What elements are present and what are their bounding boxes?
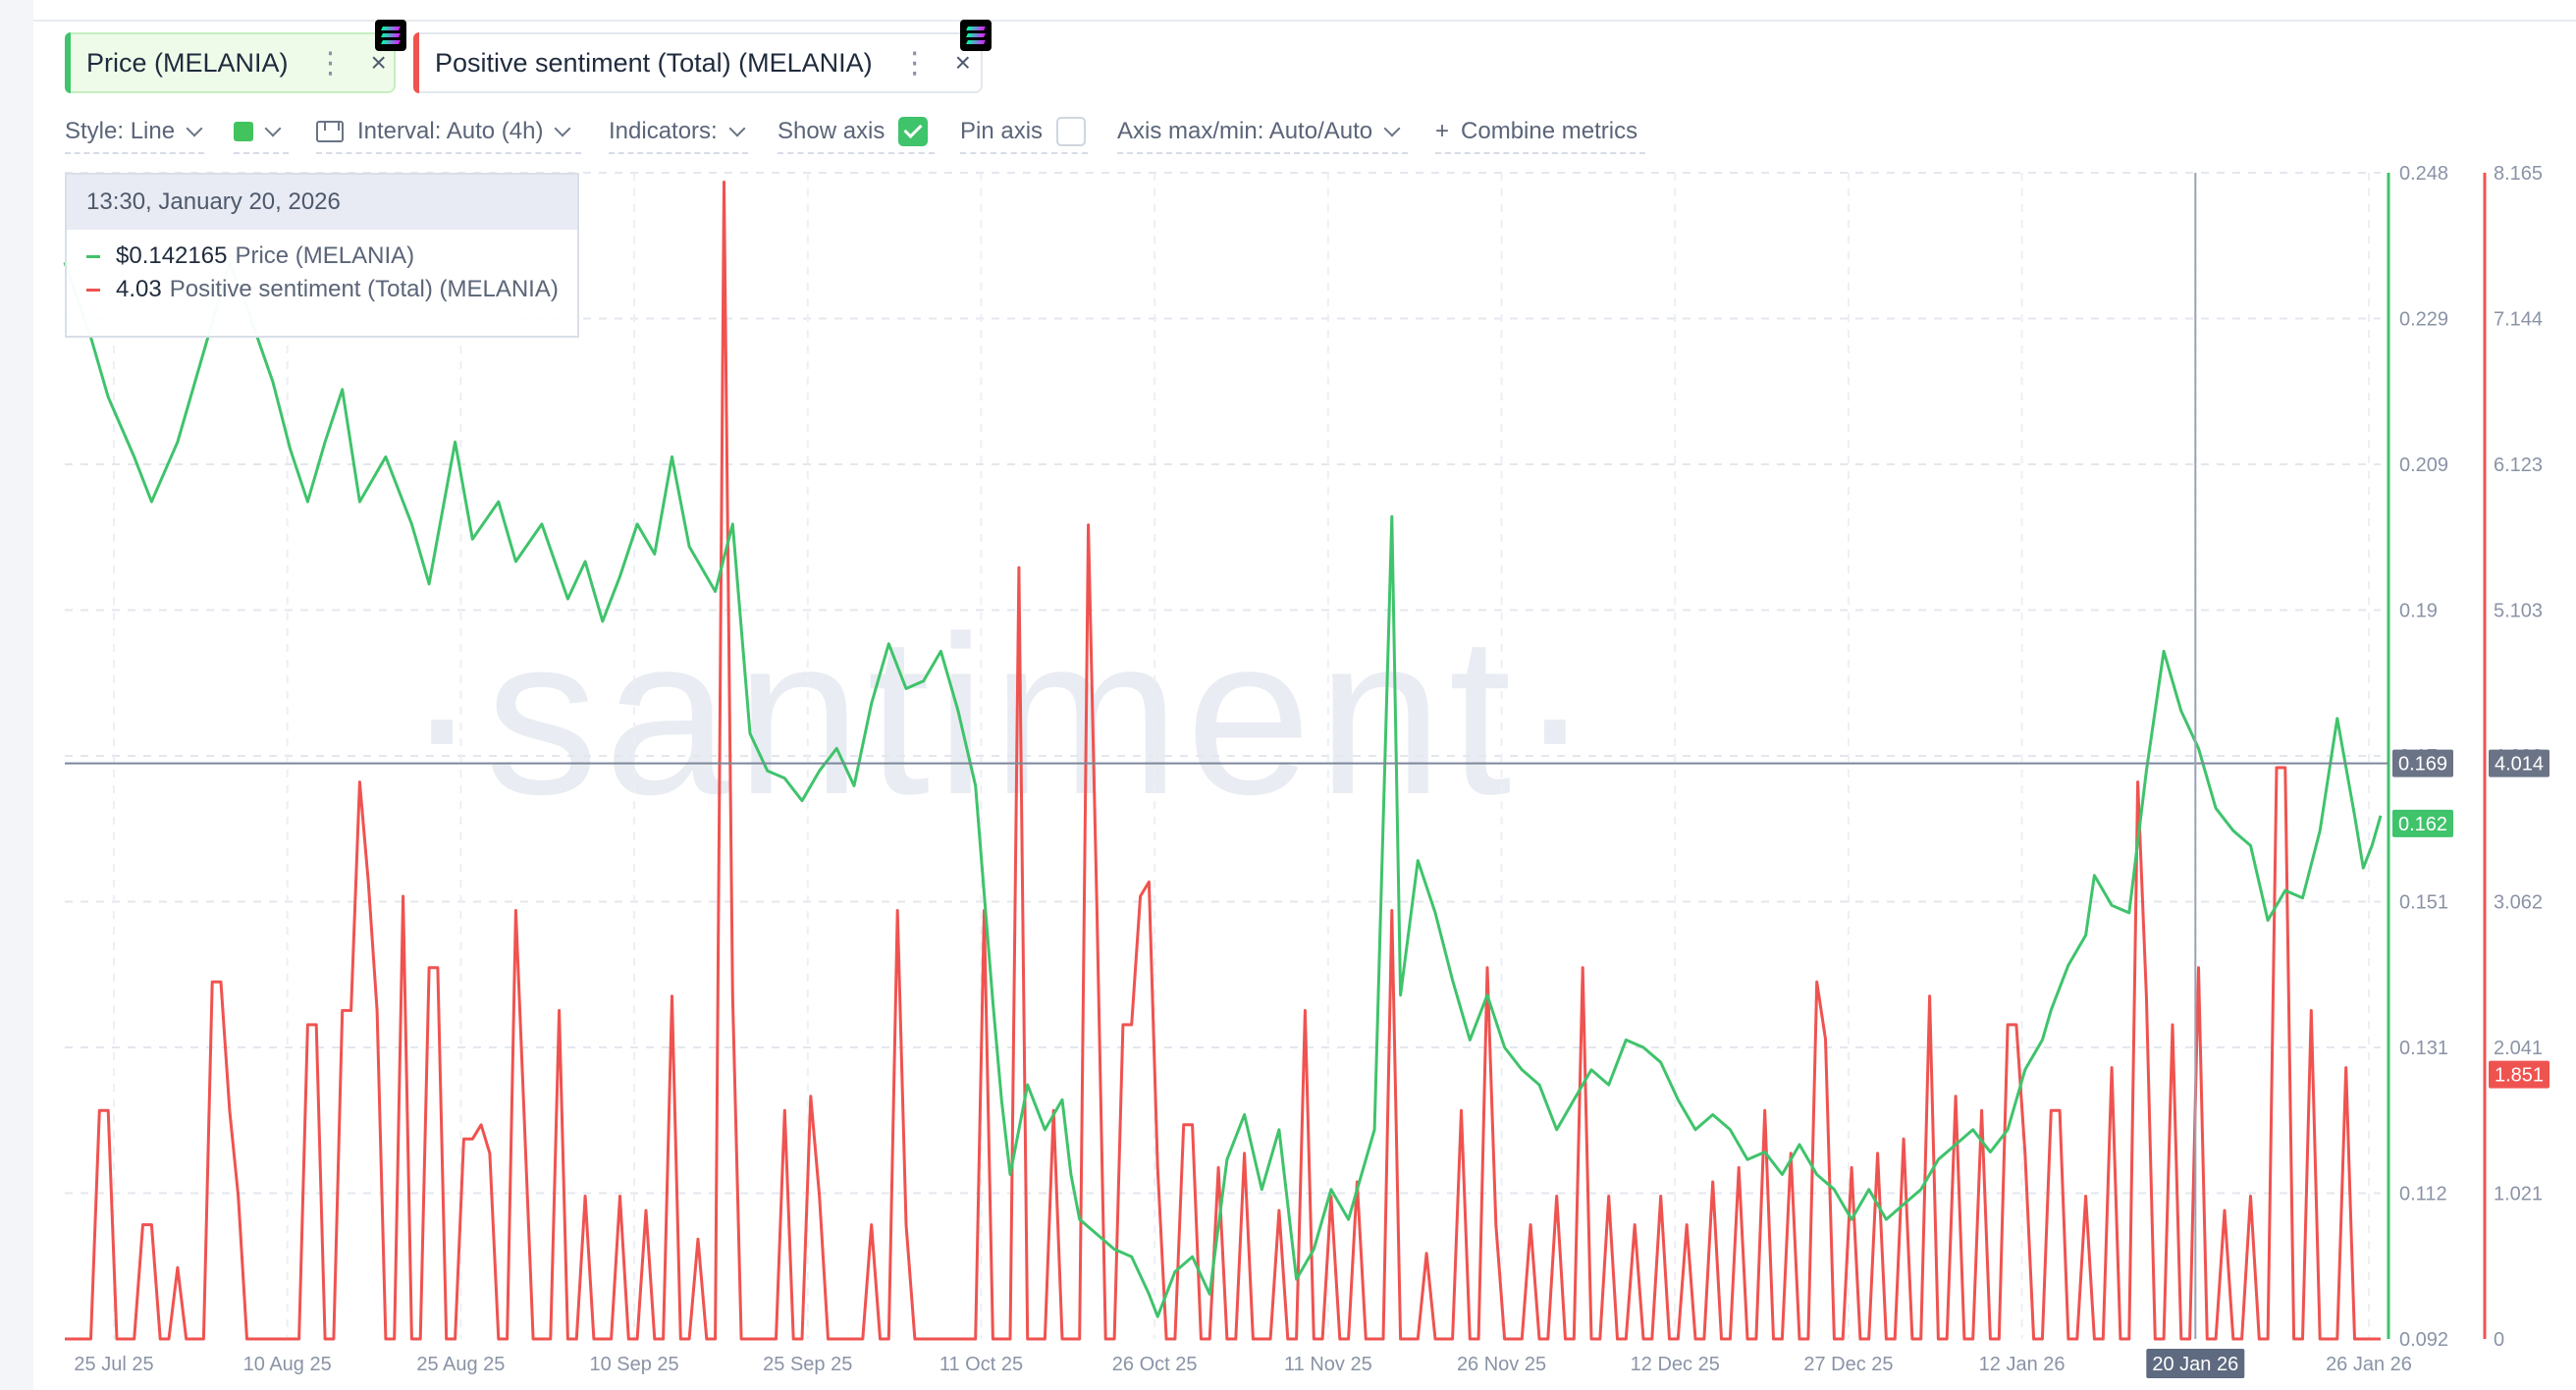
price-line xyxy=(63,260,2383,1318)
color-swatch xyxy=(234,122,253,141)
last-price-label: 0.162 xyxy=(2398,814,2447,835)
sentiment-axis-tick: 3.062 xyxy=(2494,892,2543,914)
x-axis-tick: 11 Nov 25 xyxy=(1284,1354,1372,1375)
x-axis-tick: 26 Oct 25 xyxy=(1112,1354,1198,1375)
last-sentiment-label-bg xyxy=(2489,1060,2549,1089)
pin-axis-label: Pin axis xyxy=(960,118,1044,144)
indicators-dropdown[interactable]: Indicators: xyxy=(609,111,748,154)
combine-metrics-label: Combine metrics xyxy=(1461,118,1638,144)
more-options-icon[interactable]: ⋮ xyxy=(315,46,346,80)
series-marker xyxy=(86,288,100,292)
price-axis-tick: 0.112 xyxy=(2399,1184,2447,1205)
sentiment-axis-tick: 1.021 xyxy=(2494,1184,2543,1205)
plus-icon: + xyxy=(1435,118,1450,144)
tooltip-series-name: Price (MELANIA) xyxy=(235,242,415,269)
axes: 0.248 8.165 0.229 7.144 0.209 6.123 0.19 5.103 0… xyxy=(74,163,2543,1378)
crosshair-sentiment-label-bg xyxy=(2489,749,2549,777)
solana-badge-icon xyxy=(960,20,992,51)
last-sentiment-label: 1.851 xyxy=(2495,1065,2544,1087)
axis-maxmin-label: Axis max/min: Auto/Auto xyxy=(1117,118,1373,144)
tooltip-row-price: $0.142165 Price (MELANIA) xyxy=(67,240,577,273)
sentiment-axis-tick: 8.165 xyxy=(2494,163,2543,185)
x-axis-tick: 12 Jan 26 xyxy=(1979,1354,2066,1375)
show-axis-checkbox[interactable] xyxy=(898,117,929,146)
axis-maxmin-dropdown[interactable]: Axis max/min: Auto/Auto xyxy=(1117,111,1408,154)
price-axis-tick: 0.229 xyxy=(2399,309,2448,331)
price-axis-tick: 0.151 xyxy=(2399,892,2448,914)
interval-label: Interval: Auto (4h) xyxy=(357,118,544,144)
calendar-icon xyxy=(316,121,344,142)
sentiment-line xyxy=(65,181,2381,1341)
combine-metrics-button[interactable]: + Combine metrics xyxy=(1435,111,1645,154)
x-axis-tick: 10 Sep 25 xyxy=(589,1354,678,1375)
price-axis-tick: 0.092 xyxy=(2399,1329,2448,1351)
x-axis-tick: 25 Jul 25 xyxy=(74,1354,153,1375)
x-axis-tick: 25 Aug 25 xyxy=(416,1354,505,1375)
watermark: ·santiment· xyxy=(404,589,1598,841)
x-axis-tick: 25 Sep 25 xyxy=(763,1354,852,1375)
x-axis-tick: 26 Jan 26 xyxy=(2326,1354,2412,1375)
show-axis-toggle[interactable]: Show axis xyxy=(778,111,935,154)
tooltip-value: 4.03 xyxy=(116,276,162,302)
tooltip-value: $0.142165 xyxy=(116,242,228,269)
series-marker xyxy=(86,254,100,258)
show-axis-label: Show axis xyxy=(778,118,886,144)
metric-color-bar xyxy=(65,32,71,93)
x-axis-tick-highlight: 20 Jan 26 xyxy=(2152,1354,2238,1375)
crosshair-price-label-bg xyxy=(2392,749,2453,777)
price-axis-tick: 0.19 xyxy=(2399,601,2438,622)
price-axis-tick: 0.131 xyxy=(2399,1038,2448,1059)
pin-axis-toggle[interactable]: Pin axis xyxy=(960,111,1088,154)
style-label: Style: Line xyxy=(65,118,176,144)
color-dropdown[interactable] xyxy=(234,111,289,154)
x-axis-tick: 10 Aug 25 xyxy=(243,1354,332,1375)
sentiment-axis-tick: 5.103 xyxy=(2494,601,2543,622)
left-gutter xyxy=(0,0,33,1390)
close-icon[interactable]: × xyxy=(370,47,387,78)
x-axis-tick: 27 Dec 25 xyxy=(1803,1354,1893,1375)
metric-label: Positive sentiment (Total) (MELANIA) xyxy=(435,47,873,78)
crosshair-sentiment-label: 4.014 xyxy=(2495,754,2544,775)
pin-axis-checkbox[interactable] xyxy=(1056,117,1087,146)
x-axis-tick: 26 Nov 25 xyxy=(1457,1354,1546,1375)
solana-badge-icon xyxy=(375,20,406,51)
chart-tooltip: 13:30, January 20, 2026 $0.142165 Price … xyxy=(65,173,579,338)
style-dropdown[interactable]: Style: Line xyxy=(65,111,204,154)
tooltip-date: 13:30, January 20, 2026 xyxy=(67,175,577,230)
sentiment-axis-tick: 2.041 xyxy=(2494,1038,2543,1059)
metric-chip-sentiment[interactable]: Positive sentiment (Total) (MELANIA) ⋮ × xyxy=(413,32,983,93)
price-axis-tick: 0.209 xyxy=(2399,454,2448,476)
crosshair: 0.169 4.014 0.162 1.851 xyxy=(65,173,2549,1339)
tooltip-row-sentiment: 4.03 Positive sentiment (Total) (MELANIA… xyxy=(67,273,577,306)
tooltip-series-name: Positive sentiment (Total) (MELANIA) xyxy=(169,276,559,302)
last-price-label-bg xyxy=(2392,809,2453,837)
x-axis-tick: 11 Oct 25 xyxy=(939,1354,1023,1375)
metric-color-bar xyxy=(413,32,419,93)
interval-dropdown[interactable]: Interval: Auto (4h) xyxy=(316,111,581,154)
close-icon[interactable]: × xyxy=(954,47,971,78)
more-options-icon[interactable]: ⋮ xyxy=(899,46,930,80)
top-divider xyxy=(33,20,2576,22)
price-series xyxy=(63,260,2383,1318)
metric-chip-price[interactable]: Price (MELANIA) ⋮ × xyxy=(65,32,396,93)
x-axis-tick: 12 Dec 25 xyxy=(1631,1354,1720,1375)
crosshair-price-label: 0.169 xyxy=(2398,754,2447,775)
sentiment-axis-tick: 7.144 xyxy=(2494,309,2543,331)
sentiment-series xyxy=(65,181,2381,1341)
sentiment-axis-tick: 0 xyxy=(2494,1329,2504,1351)
sentiment-axis-tick: 6.123 xyxy=(2494,454,2543,476)
x-axis-highlight xyxy=(2146,1349,2245,1378)
indicators-label: Indicators: xyxy=(609,118,718,144)
metric-label: Price (MELANIA) xyxy=(86,47,289,78)
price-axis-tick: 0.248 xyxy=(2399,163,2448,185)
